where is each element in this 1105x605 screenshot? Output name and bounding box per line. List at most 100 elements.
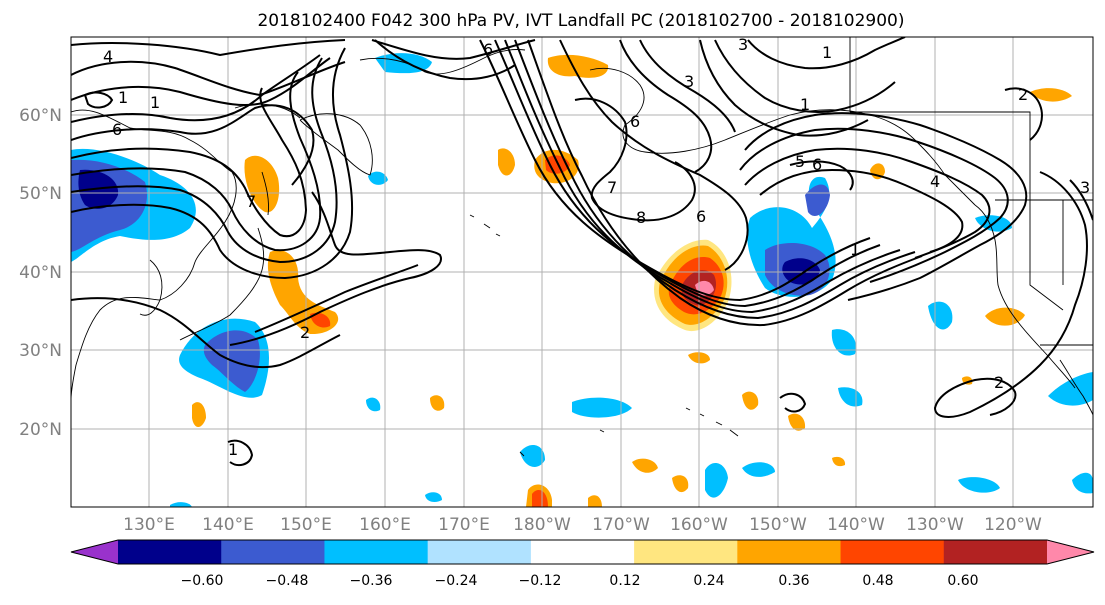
lat-label: 20°N bbox=[19, 420, 62, 440]
pv-contour-27 bbox=[744, 112, 1028, 301]
colorbar-tick-label: −0.24 bbox=[435, 573, 478, 589]
colorbar-swatch bbox=[840, 540, 945, 564]
contour-label: 1 bbox=[228, 440, 238, 459]
fill-pos-bering bbox=[547, 54, 609, 78]
pv-contour-3 bbox=[71, 57, 331, 106]
pv-contour-14 bbox=[374, 39, 516, 81]
border-states-1 bbox=[1029, 200, 1064, 311]
fill-neg-mid-pac bbox=[928, 301, 953, 330]
fill-neg-baja bbox=[1048, 372, 1093, 406]
lon-label: 150°E bbox=[280, 515, 332, 535]
colorbar-tick-label: 0.36 bbox=[778, 573, 809, 589]
fill-pos-kuril-outer bbox=[244, 155, 280, 213]
contour-label: 6 bbox=[483, 40, 493, 59]
contour-label: 8 bbox=[636, 208, 646, 227]
colorbar-extend-min bbox=[71, 540, 118, 564]
pv-contour-26 bbox=[747, 37, 906, 70]
pv-contour-28 bbox=[739, 127, 1009, 283]
contour-label: 1 bbox=[118, 88, 128, 107]
coast-korea bbox=[139, 259, 163, 316]
pv-contour-8 bbox=[71, 57, 338, 264]
colorbar-tick-label: −0.48 bbox=[266, 573, 309, 589]
contour-label: 2 bbox=[994, 373, 1004, 392]
colorbar-tick-label: 0.24 bbox=[693, 573, 724, 589]
pv-contour-19 bbox=[527, 39, 923, 327]
fill-neg-trop-2 bbox=[742, 462, 775, 477]
coast-pacific-islands bbox=[469, 214, 605, 457]
fill-neg-se-pac-1 bbox=[958, 477, 1000, 493]
coast-asia-east bbox=[71, 109, 237, 401]
pv-contour-36 bbox=[227, 439, 254, 467]
fill-neg-trop-4 bbox=[366, 397, 381, 412]
pv-contour-4 bbox=[71, 54, 321, 123]
colorbar-swatch bbox=[221, 540, 325, 564]
lon-label: 130°W bbox=[906, 515, 964, 535]
fill-neg-trop-1 bbox=[705, 463, 728, 498]
fill-pos-trop-1 bbox=[632, 458, 658, 473]
pv-contour-34 bbox=[1069, 179, 1093, 221]
contour-label: 6 bbox=[630, 112, 640, 131]
coast-hawaii bbox=[685, 407, 739, 437]
pv-contour-1 bbox=[71, 39, 346, 57]
graticule bbox=[71, 37, 1093, 507]
pv-contours bbox=[71, 37, 1093, 467]
lon-label: 160°W bbox=[670, 515, 728, 535]
fill-pos-japan-jet-inner bbox=[310, 312, 331, 328]
colorbar-tick-label: −0.60 bbox=[181, 573, 224, 589]
lat-label: 50°N bbox=[19, 184, 62, 204]
contour-label: 3 bbox=[1080, 178, 1090, 197]
pv-contour-30 bbox=[759, 168, 964, 253]
fill-neg-alaska-strip bbox=[805, 184, 830, 216]
fill-pos-sw-1 bbox=[192, 402, 206, 427]
lon-label: 140°W bbox=[827, 515, 885, 535]
latitude-labels: 60°N 50°N 40°N 30°N 20°N bbox=[19, 106, 62, 440]
fill-pos-bc bbox=[1030, 88, 1072, 102]
coast-japan bbox=[179, 227, 265, 341]
contour-label: 6 bbox=[812, 155, 822, 174]
border-canada-prov bbox=[850, 111, 1031, 200]
pv-contour-7 bbox=[71, 71, 322, 252]
pv-contour-12 bbox=[254, 264, 419, 333]
coast-sakhalin bbox=[261, 171, 269, 216]
pv-contour-5 bbox=[71, 104, 315, 186]
lon-label: 170°W bbox=[592, 515, 650, 535]
fill-neg-kamchatka bbox=[368, 171, 388, 185]
fill-pos-trop-3-core bbox=[532, 490, 548, 507]
pv-contour-22 bbox=[619, 39, 713, 173]
lon-label: 130°E bbox=[123, 515, 175, 535]
lat-label: 40°N bbox=[19, 263, 62, 283]
lat-label: 60°N bbox=[19, 106, 62, 126]
longitude-labels: 130°E 140°E 150°E 160°E 170°E 180°W 170°… bbox=[123, 515, 1042, 535]
contour-label: 3 bbox=[738, 35, 748, 54]
contour-label: 7 bbox=[246, 192, 256, 211]
pv-contour-18 bbox=[514, 39, 916, 320]
coast-baja bbox=[1059, 359, 1093, 416]
colorbar-tick-label: −0.12 bbox=[519, 573, 562, 589]
fill-pos-hawaii-s bbox=[788, 413, 806, 431]
contour-label: 5 bbox=[795, 152, 805, 171]
lon-label: 120°W bbox=[984, 515, 1042, 535]
contour-label: 1 bbox=[822, 43, 832, 62]
pv-contour-6 bbox=[71, 87, 308, 238]
colorbar-swatches bbox=[71, 540, 1094, 564]
lon-label: 170°E bbox=[438, 515, 490, 535]
map-area: 4 1 6 6 3 1 3 6 7 8 6 1 4 1 3 2 6 5 1 2 … bbox=[71, 35, 1093, 507]
fill-neg-sw-pac-1 bbox=[572, 397, 632, 418]
contour-label: 6 bbox=[112, 120, 122, 139]
fill-pos-trop-2 bbox=[672, 475, 689, 493]
pv-contour-9 bbox=[71, 47, 354, 280]
fill-neg-trop-5 bbox=[425, 492, 442, 503]
colorbar-tick-label: 0.60 bbox=[947, 573, 978, 589]
contour-label: 1 bbox=[800, 95, 810, 114]
lon-label: 180°W bbox=[513, 515, 571, 535]
contour-label: 6 bbox=[696, 207, 706, 226]
fill-pos-trop-5 bbox=[832, 456, 846, 467]
colorbar-swatch bbox=[530, 540, 635, 564]
contour-label: 2 bbox=[1018, 85, 1028, 104]
pv-contour-32 bbox=[933, 171, 1088, 418]
contour-label: 7 bbox=[607, 178, 617, 197]
pv-contour-35 bbox=[83, 91, 114, 109]
map-frame bbox=[70, 36, 1094, 508]
contour-label: 3 bbox=[684, 72, 694, 91]
